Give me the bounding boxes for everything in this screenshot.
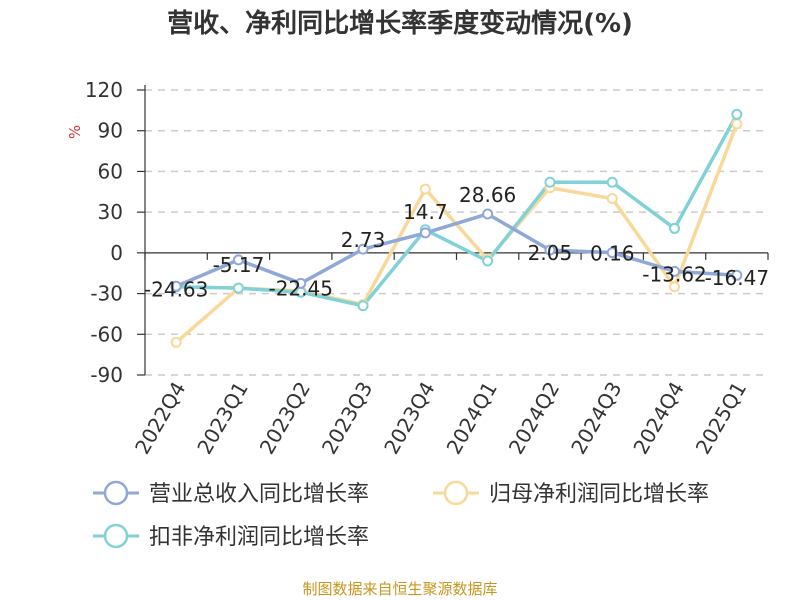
data-point	[170, 280, 182, 292]
data-point	[606, 193, 618, 205]
y-tick-label: 90	[98, 119, 123, 143]
x-tick-label: 2023Q3	[317, 378, 377, 459]
data-label: 28.66	[459, 183, 516, 207]
axes	[137, 85, 769, 376]
x-tick-label: 2023Q1	[192, 378, 252, 459]
data-point	[669, 281, 681, 293]
legend-label: 扣非净利润同比增长率	[149, 525, 369, 550]
data-point	[357, 243, 369, 255]
y-tick-label: 60	[98, 159, 123, 183]
data-point	[419, 183, 431, 195]
x-tick-label: 2024Q4	[628, 378, 688, 459]
data-label: -13.62	[642, 262, 706, 286]
data-label: -24.63	[144, 277, 208, 301]
x-tick-label: 2024Q2	[504, 378, 564, 459]
legend-label: 营业总收入同比增长率	[149, 482, 369, 507]
series-lines	[175, 113, 739, 344]
legend-swatch-marker	[443, 480, 469, 506]
y-tick-label: 30	[98, 200, 123, 224]
y-axis-label: %	[66, 125, 84, 139]
y-tick-label: 120	[85, 78, 123, 102]
legend-swatch-marker	[103, 480, 129, 506]
series-line	[175, 123, 739, 344]
x-tick-label: 2024Q1	[442, 378, 502, 459]
data-label: -5.17	[213, 253, 265, 277]
data-label: 0.16	[590, 242, 635, 266]
data-point	[482, 208, 494, 220]
series-line	[175, 212, 737, 288]
y-tick-labels: 120 90 60 30 0 -30 -60 -90	[85, 78, 123, 387]
data-point	[606, 176, 618, 188]
data-point	[295, 277, 307, 289]
x-tick-label: 2023Q2	[255, 378, 315, 459]
legend-item: 归母净利润同比增长率	[433, 480, 709, 507]
legend-label: 归母净利润同比增长率	[489, 482, 709, 507]
data-label: 2.05	[528, 241, 573, 265]
data-point	[544, 244, 556, 256]
data-point	[482, 255, 494, 267]
data-point	[232, 254, 244, 266]
x-tick-labels: 2022Q4 2023Q1 2023Q2 2023Q3 2023Q4 2024Q1 2024…	[130, 377, 751, 458]
data-point	[357, 300, 369, 312]
legend-swatch-marker	[103, 523, 129, 549]
data-label: -16.47	[705, 266, 769, 290]
data-point	[669, 265, 681, 277]
legend-item: 营业总收入同比增长率	[93, 480, 369, 507]
data-label: 14.7	[403, 200, 448, 224]
x-tick-label: 2024Q3	[566, 378, 626, 459]
y-tick-label: 0	[110, 241, 123, 265]
data-point	[544, 176, 556, 188]
x-tick-label: 2023Q4	[379, 377, 439, 458]
y-tick-label: -90	[90, 363, 123, 387]
data-point	[232, 282, 244, 294]
chart-title: 营收、净利同比增长率季度变动情况(%)	[167, 9, 633, 39]
data-point	[731, 118, 743, 130]
data-label: -22.45	[269, 276, 333, 300]
series-line	[176, 113, 739, 308]
y-tick-label: -60	[90, 322, 123, 346]
data-point	[731, 269, 743, 281]
data-point	[606, 247, 618, 259]
data-point	[419, 227, 431, 239]
x-tick-label: 2025Q1	[691, 378, 751, 459]
data-point	[669, 222, 681, 234]
source-note: 制图数据来自恒生聚源数据库	[302, 580, 498, 598]
data-labels: -24.63-5.17-22.45 2.73 14.7 28.66 2.05 0.16 -1…	[144, 183, 769, 301]
data-point	[731, 108, 743, 120]
y-tick-label: -30	[90, 282, 123, 306]
series-points	[170, 108, 743, 348]
data-label: 2.73	[341, 228, 386, 252]
data-point	[170, 336, 182, 348]
x-tick-label: 2022Q4	[130, 378, 190, 459]
legend-item: 扣非净利润同比增长率	[93, 523, 369, 550]
